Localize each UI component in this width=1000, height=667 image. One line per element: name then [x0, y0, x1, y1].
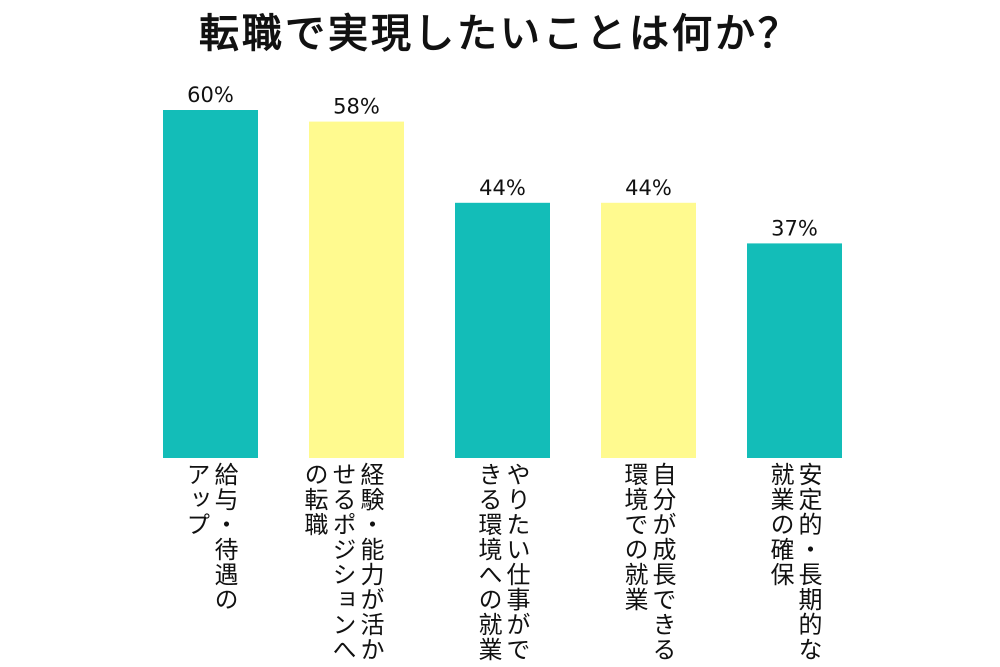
category-label-2: 経験・能力が活か せるポジションへ の転職 — [300, 462, 384, 662]
category-label-5: 安定的・長期的な 就業の確保 — [766, 462, 822, 662]
page-title: 転職で実現したいことは何か？ — [199, 11, 801, 57]
value-label-2: 58% — [333, 95, 380, 119]
value-label-4: 44% — [625, 176, 672, 200]
bar-2 — [309, 121, 404, 458]
value-label-3: 44% — [479, 176, 526, 200]
category-label-1: 給与・待遇の アップ — [182, 462, 238, 612]
bar-5 — [747, 243, 842, 458]
bar-4 — [601, 202, 696, 458]
value-label-5: 37% — [771, 216, 818, 240]
category-label-4: 自分が成長できる 環境での就業 — [620, 462, 676, 662]
category-label-3: やりたい仕事がで きる環境への就業 — [474, 462, 530, 662]
value-label-1: 60% — [187, 83, 234, 107]
bar-1 — [163, 110, 258, 458]
bar-3 — [455, 202, 550, 458]
